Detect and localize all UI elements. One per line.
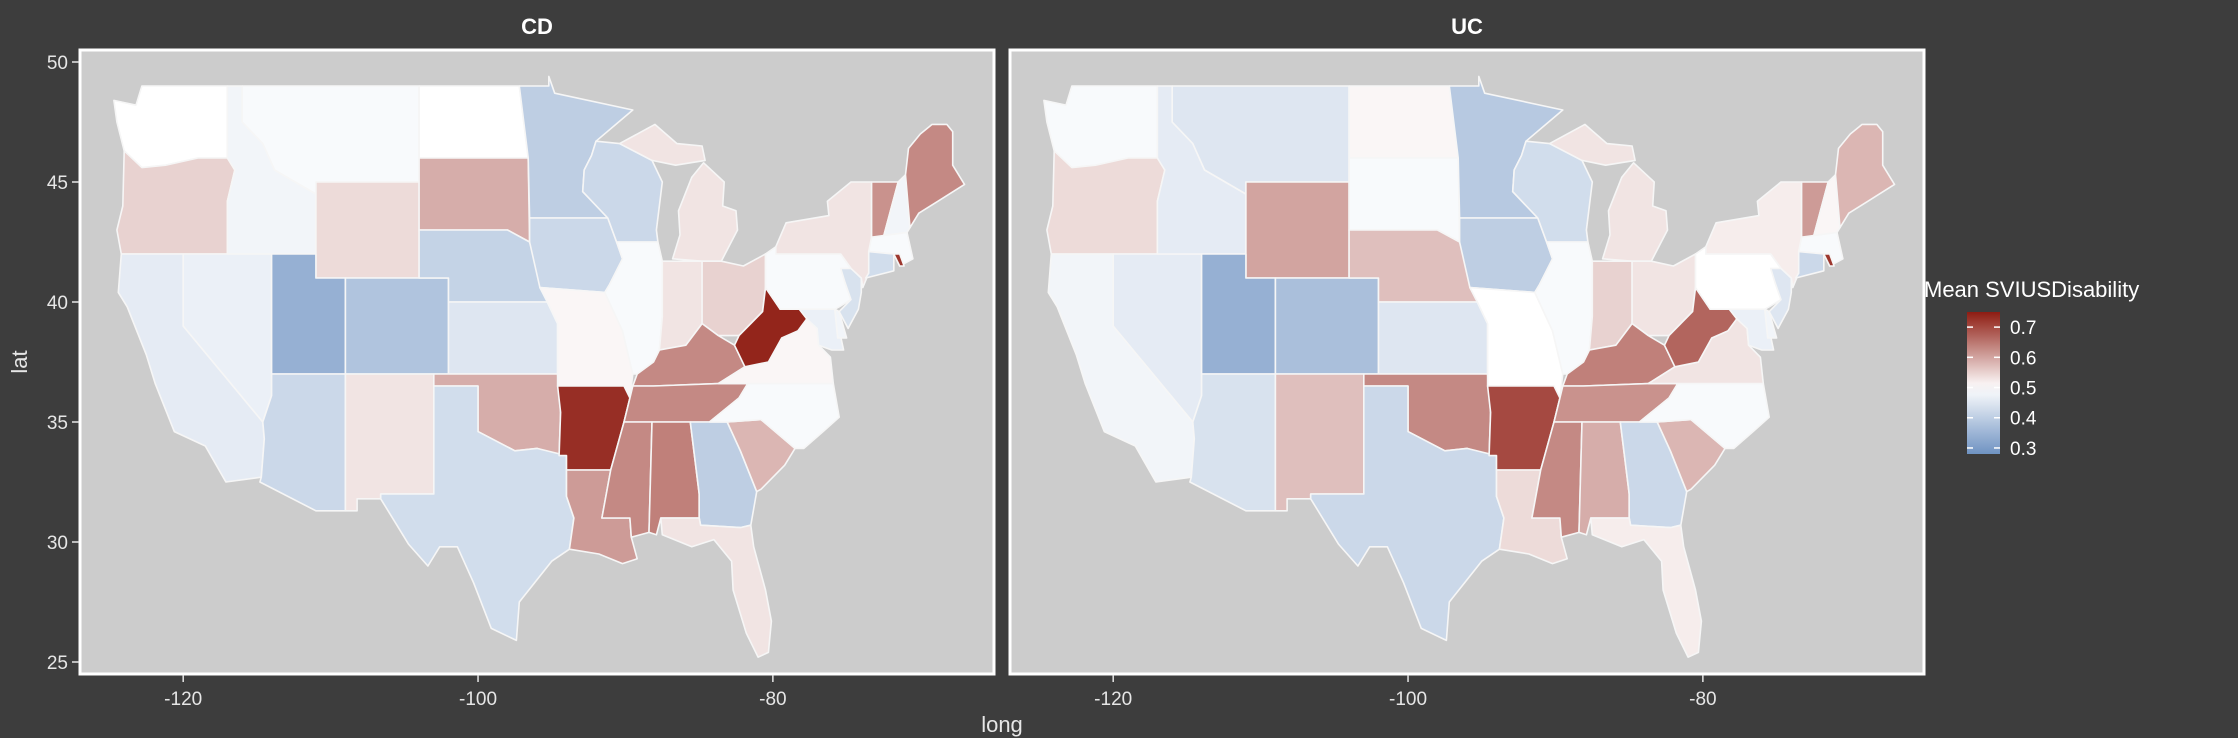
y-tick-label: 45 [47, 173, 68, 194]
x-tick-label: -100 [1389, 689, 1427, 710]
state-or [116, 150, 236, 255]
state-ms [601, 421, 653, 539]
state-nd [418, 85, 530, 159]
state-ia [1458, 217, 1554, 294]
state-nc [708, 382, 841, 450]
map-panel-uc: UC -120 -100 -80 [1008, 14, 1926, 710]
state-me [1834, 123, 1896, 229]
y-axis-title: lat [7, 350, 32, 373]
state-co [344, 277, 450, 375]
legend-label: 0.7 [2010, 318, 2036, 339]
state-nd [1348, 85, 1459, 159]
state-wy [315, 181, 420, 279]
legend-label: 0.4 [2010, 409, 2037, 430]
state-tx [1309, 385, 1505, 642]
state-fl [659, 517, 773, 659]
legend-title: Mean SVIUSDisability [1924, 277, 2139, 302]
y-tick-label: 25 [47, 653, 68, 674]
state-ia [528, 217, 624, 294]
state-de [833, 308, 848, 339]
x-tick-label: -80 [759, 689, 786, 710]
x-tick-label: -120 [1094, 689, 1132, 710]
state-fl [1590, 517, 1703, 659]
x-tick-label: -120 [164, 689, 202, 710]
state-co [1274, 277, 1380, 375]
state-pa [764, 246, 852, 311]
state-mi [618, 123, 706, 166]
state-mi [1548, 123, 1636, 166]
state-ks [447, 301, 559, 375]
legend-label: 0.3 [2010, 439, 2036, 460]
panel-strip-title: UC [1451, 14, 1483, 39]
state-nh [1812, 174, 1841, 238]
y-tick-label: 35 [47, 413, 68, 434]
y-tick-label: 30 [47, 533, 68, 554]
state-ct [864, 250, 895, 279]
state-ri [1823, 253, 1835, 267]
state-or [1046, 150, 1166, 255]
state-nc [1638, 382, 1770, 450]
panel-strip-title: CD [521, 14, 553, 39]
legend-label: 0.5 [2010, 379, 2036, 400]
color-legend: Mean SVIUSDisability 0.7 0.6 0.5 0.4 0.3 [1924, 277, 2139, 460]
y-tick-label: 50 [47, 53, 68, 74]
x-tick-label: -100 [459, 689, 497, 710]
legend-label: 0.6 [2010, 348, 2036, 369]
state-wy [1245, 181, 1350, 279]
x-axis-title: long [981, 712, 1023, 737]
map-panel-cd: CD -120 -100 -80 [78, 14, 996, 710]
state-nm [1274, 373, 1365, 512]
state-pa [1694, 246, 1782, 311]
state-ms [1531, 421, 1583, 539]
states-group [1043, 75, 1896, 659]
state-ri [892, 253, 905, 267]
state-tx [379, 385, 575, 642]
state-ks [1377, 301, 1489, 375]
states-group [113, 75, 966, 659]
legend-colorbar [1967, 312, 2000, 454]
state-nh [882, 174, 911, 238]
y-tick-label: 40 [47, 293, 68, 314]
state-ct [1794, 250, 1825, 279]
state-me [904, 123, 966, 229]
x-tick-label: -80 [1689, 689, 1716, 710]
state-de [1764, 308, 1778, 339]
state-nm [344, 373, 435, 512]
